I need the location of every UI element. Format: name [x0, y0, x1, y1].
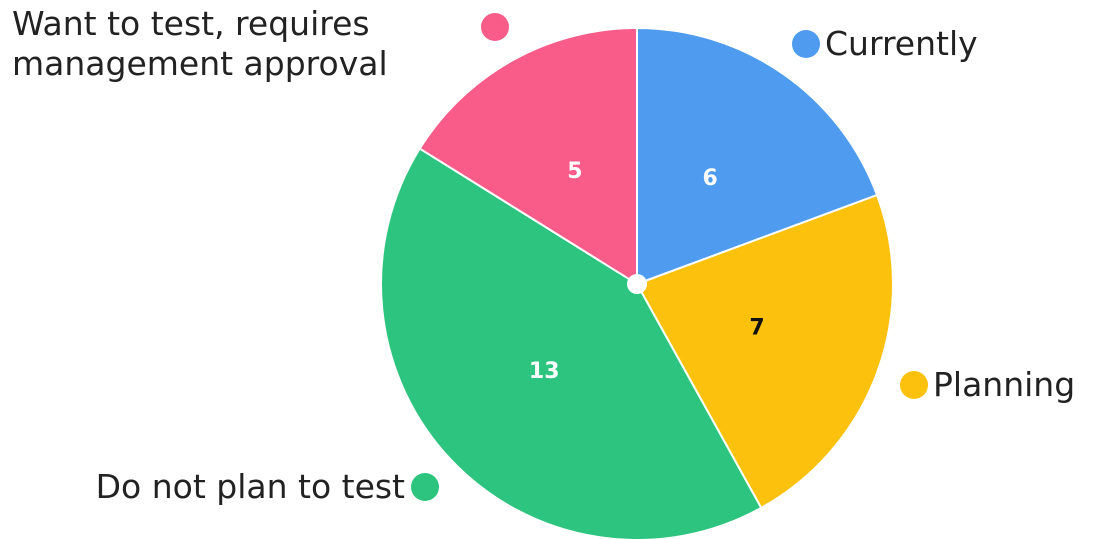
legend-dot: [411, 473, 439, 501]
legend-label: Currently: [825, 24, 978, 63]
center-dot: [627, 274, 647, 294]
pie-slice: [380, 147, 763, 539]
legend-label: Want to test, requires management approv…: [12, 4, 388, 83]
value-label: 6: [702, 166, 717, 191]
pie-slice: [418, 26, 638, 286]
legend-label: Planning: [933, 365, 1076, 404]
legend-dot: [792, 30, 820, 58]
legend-dot: [481, 13, 509, 41]
value-label: 5: [567, 159, 582, 184]
legend-dot: [900, 371, 928, 399]
legend-label: Do not plan to test: [95, 467, 405, 506]
value-label: 13: [529, 359, 560, 384]
pie-slice: [635, 193, 895, 510]
value-label: 7: [749, 315, 764, 340]
pie-slice: [636, 26, 879, 286]
